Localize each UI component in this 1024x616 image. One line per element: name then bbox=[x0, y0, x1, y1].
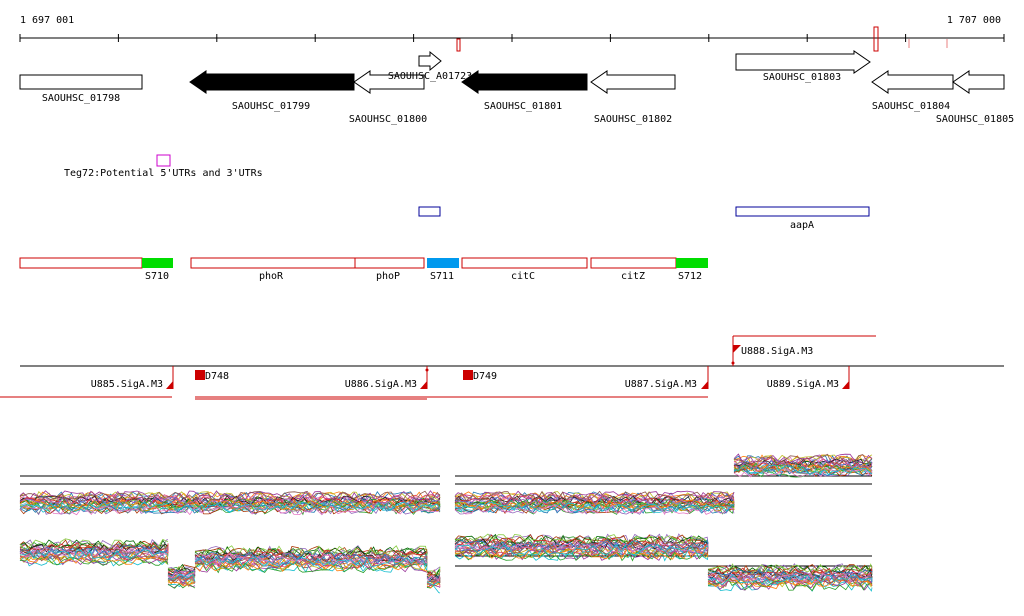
gene-feature[interactable] bbox=[590, 70, 676, 94]
gene-feature[interactable] bbox=[353, 70, 425, 94]
promoter-flag[interactable] bbox=[733, 345, 741, 353]
promoter-flag[interactable] bbox=[842, 381, 849, 389]
expression-trace bbox=[19, 454, 873, 503]
promoter-marker-d749[interactable] bbox=[463, 370, 473, 380]
axis-marker bbox=[908, 39, 910, 48]
promoter-dot bbox=[425, 368, 429, 372]
expression-trace bbox=[19, 548, 873, 591]
utr-track: Teg72:Potential 5'UTRs and 3'UTRs bbox=[64, 154, 263, 179]
promoter-dot bbox=[731, 361, 735, 365]
promoter-label-d749: D749 bbox=[473, 371, 497, 382]
promoter-label-d748: D748 bbox=[205, 371, 229, 382]
promoter-label-u885: U885.SigA.M3 bbox=[91, 379, 163, 390]
gene-label: SAOUHSC_01805 bbox=[936, 114, 1014, 125]
promoter-track: U885.SigA.M3 D748 U886.SigA.M3 D749 U887… bbox=[0, 335, 1004, 400]
axis-end-label: 1 707 000 bbox=[947, 15, 1001, 26]
expression-trace bbox=[19, 533, 873, 577]
region-label-citZ: citZ bbox=[621, 271, 645, 282]
region-citZ[interactable] bbox=[590, 257, 677, 269]
coordinate-axis: 1 697 001 1 707 000 bbox=[19, 15, 1005, 52]
gene-feature[interactable] bbox=[189, 70, 355, 94]
blue-feature-track: aapA bbox=[418, 206, 870, 231]
gene-label: SAOUHSC_01798 bbox=[42, 93, 120, 104]
gene-label: SAOUHSC_01802 bbox=[594, 114, 672, 125]
gene-feature[interactable] bbox=[19, 74, 143, 90]
region-label-s710: S710 bbox=[145, 271, 169, 282]
utr-track-label: Teg72:Potential 5'UTRs and 3'UTRs bbox=[64, 168, 263, 179]
expression-trace bbox=[19, 453, 873, 502]
promoter-label-u889: U889.SigA.M3 bbox=[767, 379, 839, 390]
region-s712[interactable] bbox=[676, 258, 708, 268]
expression-trace bbox=[19, 464, 873, 513]
expression-trace bbox=[19, 541, 873, 584]
expression-trace bbox=[19, 543, 873, 586]
region-label-phoP: phoP bbox=[376, 271, 400, 282]
region-label-s711: S711 bbox=[430, 271, 454, 282]
axis-marker bbox=[946, 39, 948, 48]
expression-trace bbox=[19, 549, 873, 592]
promoter-flag[interactable] bbox=[420, 381, 427, 389]
expression-trace bbox=[19, 467, 873, 515]
expression-trace bbox=[19, 534, 873, 576]
gene-track: SAOUHSC_01798 SAOUHSC_01799 SAOUHSC_0180… bbox=[19, 50, 1014, 125]
region-label-phoR: phoR bbox=[259, 271, 284, 282]
utr-feature[interactable] bbox=[156, 154, 171, 167]
region-s711[interactable] bbox=[427, 258, 459, 268]
expression-trace bbox=[19, 464, 873, 511]
region-s710[interactable] bbox=[142, 258, 173, 268]
gene-feature[interactable] bbox=[871, 70, 954, 94]
gene-label: SAOUHSC_01803 bbox=[763, 72, 841, 83]
expression-track-top bbox=[19, 453, 873, 516]
axis-ticks bbox=[19, 34, 1005, 42]
region-label-s712: S712 bbox=[678, 271, 702, 282]
expression-trace bbox=[19, 466, 873, 515]
promoter-flag[interactable] bbox=[166, 381, 173, 389]
promoter-label-u888: U888.SigA.M3 bbox=[741, 346, 813, 357]
axis-marker bbox=[873, 26, 879, 52]
axis-start-label: 1 697 001 bbox=[20, 15, 74, 26]
axis-marker bbox=[456, 38, 461, 52]
gene-feature[interactable] bbox=[952, 70, 1005, 94]
gene-label: SAOUHSC_01804 bbox=[872, 101, 950, 112]
gene-label: SAOUHSC_01801 bbox=[484, 101, 562, 112]
region-track: S710 phoR phoP S711 citC citZ S712 bbox=[19, 257, 708, 282]
blue-feature[interactable] bbox=[735, 206, 870, 217]
region-citC[interactable] bbox=[461, 257, 588, 269]
gene-feature[interactable] bbox=[461, 70, 588, 94]
gene-feature[interactable] bbox=[418, 50, 442, 72]
region-phoR[interactable] bbox=[190, 257, 356, 269]
gene-label: SAOUHSC_A01723 bbox=[388, 71, 472, 82]
promoter-label-u887: U887.SigA.M3 bbox=[625, 379, 697, 390]
gene-feature[interactable] bbox=[735, 50, 871, 74]
region-label-citC: citC bbox=[511, 271, 535, 282]
blue-feature[interactable] bbox=[418, 206, 441, 217]
expression-track-bottom bbox=[19, 533, 873, 594]
expression-trace bbox=[19, 468, 873, 516]
promoter-flag[interactable] bbox=[701, 381, 708, 389]
expression-trace bbox=[19, 538, 873, 581]
blue-feature-label: aapA bbox=[790, 220, 814, 231]
promoter-label-u886: U886.SigA.M3 bbox=[345, 379, 417, 390]
gene-label: SAOUHSC_01799 bbox=[232, 101, 310, 112]
gene-label: SAOUHSC_01800 bbox=[349, 114, 427, 125]
promoter-marker-d748[interactable] bbox=[195, 370, 205, 380]
region-phoP[interactable] bbox=[354, 257, 425, 269]
region-box[interactable] bbox=[19, 257, 143, 269]
